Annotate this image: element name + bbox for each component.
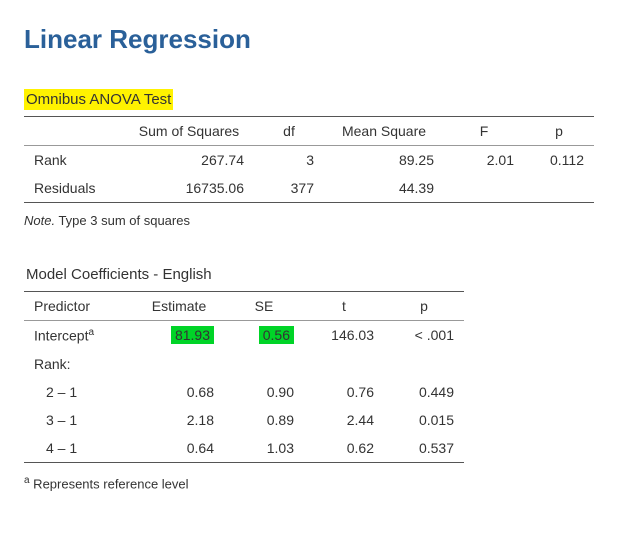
footnote-text: Represents reference level	[30, 476, 189, 491]
note-text: Type 3 sum of squares	[55, 213, 190, 228]
coef-col-se: SE	[224, 292, 304, 321]
coef-cell: 0.62	[304, 434, 384, 463]
intercept-estimate: 81.93	[171, 326, 214, 344]
anova-title: Omnibus ANOVA Test	[24, 89, 173, 110]
coef-table: Predictor Estimate SE t p Intercepta 81.…	[24, 291, 464, 463]
coef-cell: 81.93	[134, 321, 224, 350]
coef-row-label: 3 – 1	[24, 406, 134, 434]
anova-row-label: Residuals	[24, 174, 124, 203]
coef-row: 4 – 1 0.64 1.03 0.62 0.537	[24, 434, 464, 463]
coef-col-p: p	[384, 292, 464, 321]
coef-cell: 0.015	[384, 406, 464, 434]
anova-cell: 16735.06	[124, 174, 254, 203]
coef-header-row: Predictor Estimate SE t p	[24, 292, 464, 321]
anova-col-ss: Sum of Squares	[124, 117, 254, 146]
anova-col-f: F	[444, 117, 524, 146]
coef-cell: 1.03	[224, 434, 304, 463]
anova-cell	[444, 174, 524, 203]
anova-cell: 267.74	[124, 146, 254, 175]
coef-cell: 146.03	[304, 321, 384, 350]
coef-cell: 0.64	[134, 434, 224, 463]
intercept-se: 0.56	[259, 326, 294, 344]
anova-cell	[524, 174, 594, 203]
anova-note: Note. Type 3 sum of squares	[24, 213, 608, 228]
note-prefix: Note.	[24, 213, 55, 228]
coef-row: 3 – 1 2.18 0.89 2.44 0.015	[24, 406, 464, 434]
anova-cell: 44.39	[324, 174, 444, 203]
anova-col-p: p	[524, 117, 594, 146]
anova-cell: 2.01	[444, 146, 524, 175]
coef-cell: 0.537	[384, 434, 464, 463]
coef-cell: 0.449	[384, 378, 464, 406]
anova-block: Omnibus ANOVA Test Sum of Squares df Mea…	[24, 89, 608, 228]
coef-cell: 2.44	[304, 406, 384, 434]
anova-col-df: df	[254, 117, 324, 146]
anova-row: Rank 267.74 3 89.25 2.01 0.112	[24, 146, 594, 175]
intercept-label: Intercept	[34, 328, 88, 344]
coef-row-label: Intercepta	[24, 321, 134, 350]
anova-row-label: Rank	[24, 146, 124, 175]
coef-col-predictor: Predictor	[24, 292, 134, 321]
anova-cell: 89.25	[324, 146, 444, 175]
coef-row-intercept: Intercepta 81.93 0.56 146.03 < .001	[24, 321, 464, 350]
coef-cell: 0.68	[134, 378, 224, 406]
anova-row: Residuals 16735.06 377 44.39	[24, 174, 594, 203]
coef-block: Model Coefficients - English Predictor E…	[24, 264, 608, 491]
coef-title: Model Coefficients - English	[24, 264, 214, 285]
anova-cell: 3	[254, 146, 324, 175]
coef-cell: 0.89	[224, 406, 304, 434]
coef-cell: < .001	[384, 321, 464, 350]
coef-col-t: t	[304, 292, 384, 321]
page-title: Linear Regression	[24, 24, 608, 55]
anova-cell: 377	[254, 174, 324, 203]
coef-footnote: a Represents reference level	[24, 475, 608, 491]
coef-cell: 0.76	[304, 378, 384, 406]
anova-cell: 0.112	[524, 146, 594, 175]
coef-cell: 0.56	[224, 321, 304, 350]
coef-group-label: Rank:	[24, 350, 134, 378]
coef-row: 2 – 1 0.68 0.90 0.76 0.449	[24, 378, 464, 406]
anova-header-row: Sum of Squares df Mean Square F p	[24, 117, 594, 146]
coef-cell: 2.18	[134, 406, 224, 434]
coef-row-label: 2 – 1	[24, 378, 134, 406]
coef-col-estimate: Estimate	[134, 292, 224, 321]
coef-row-label: 4 – 1	[24, 434, 134, 463]
coef-row-group: Rank:	[24, 350, 464, 378]
anova-col-blank	[24, 117, 124, 146]
coef-cell: 0.90	[224, 378, 304, 406]
intercept-sup: a	[88, 327, 94, 338]
anova-col-ms: Mean Square	[324, 117, 444, 146]
anova-table: Sum of Squares df Mean Square F p Rank 2…	[24, 116, 594, 203]
